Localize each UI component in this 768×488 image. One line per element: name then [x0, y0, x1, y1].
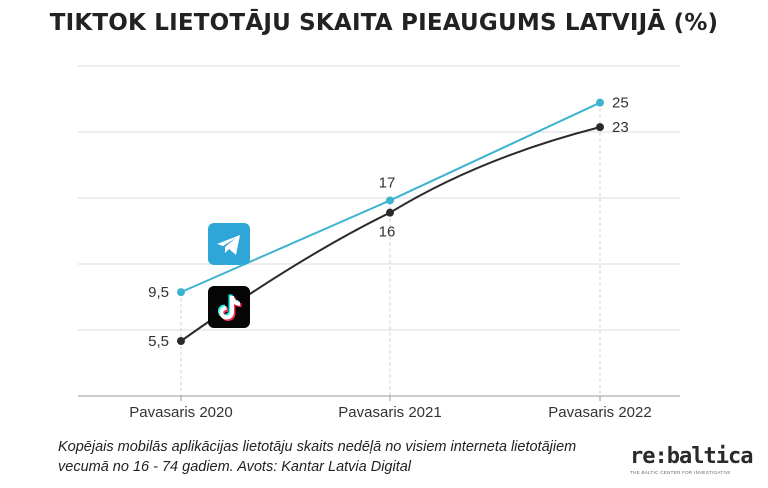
telegram-icon [208, 223, 250, 265]
line-chart: Pavasaris 2020 Pavasaris 2021 Pavasaris 20… [78, 65, 680, 421]
x-tick-label: Pavasaris 2020 [129, 404, 232, 421]
data-label: 5,5 [148, 333, 169, 350]
data-point [596, 98, 604, 107]
data-point [386, 196, 394, 205]
data-label: 16 [379, 224, 396, 241]
data-point [177, 337, 185, 345]
data-label: 17 [379, 174, 396, 191]
chart-title: TIKTOK LIETOTĀJU SKAITA PIEAUGUMS LATVIJ… [49, 10, 719, 36]
x-tick-label: Pavasaris 2021 [338, 404, 441, 421]
data-label: 23 [612, 119, 629, 136]
chart-footnote: Kopējais mobilās aplikācijas lietotāju s… [58, 439, 577, 475]
data-label: 9,5 [148, 284, 169, 301]
rebaltica-logo: re:baltica [630, 444, 753, 469]
rebaltica-logo-tagline: THE BALTIC CENTER FOR INVESTIGATIVE JOUR… [630, 470, 730, 475]
data-point [386, 208, 394, 217]
tiktok-icon [208, 286, 250, 328]
data-point [177, 288, 185, 297]
x-tick-label: Pavasaris 2022 [548, 404, 651, 421]
data-label: 25 [612, 95, 629, 112]
data-point [596, 123, 604, 132]
